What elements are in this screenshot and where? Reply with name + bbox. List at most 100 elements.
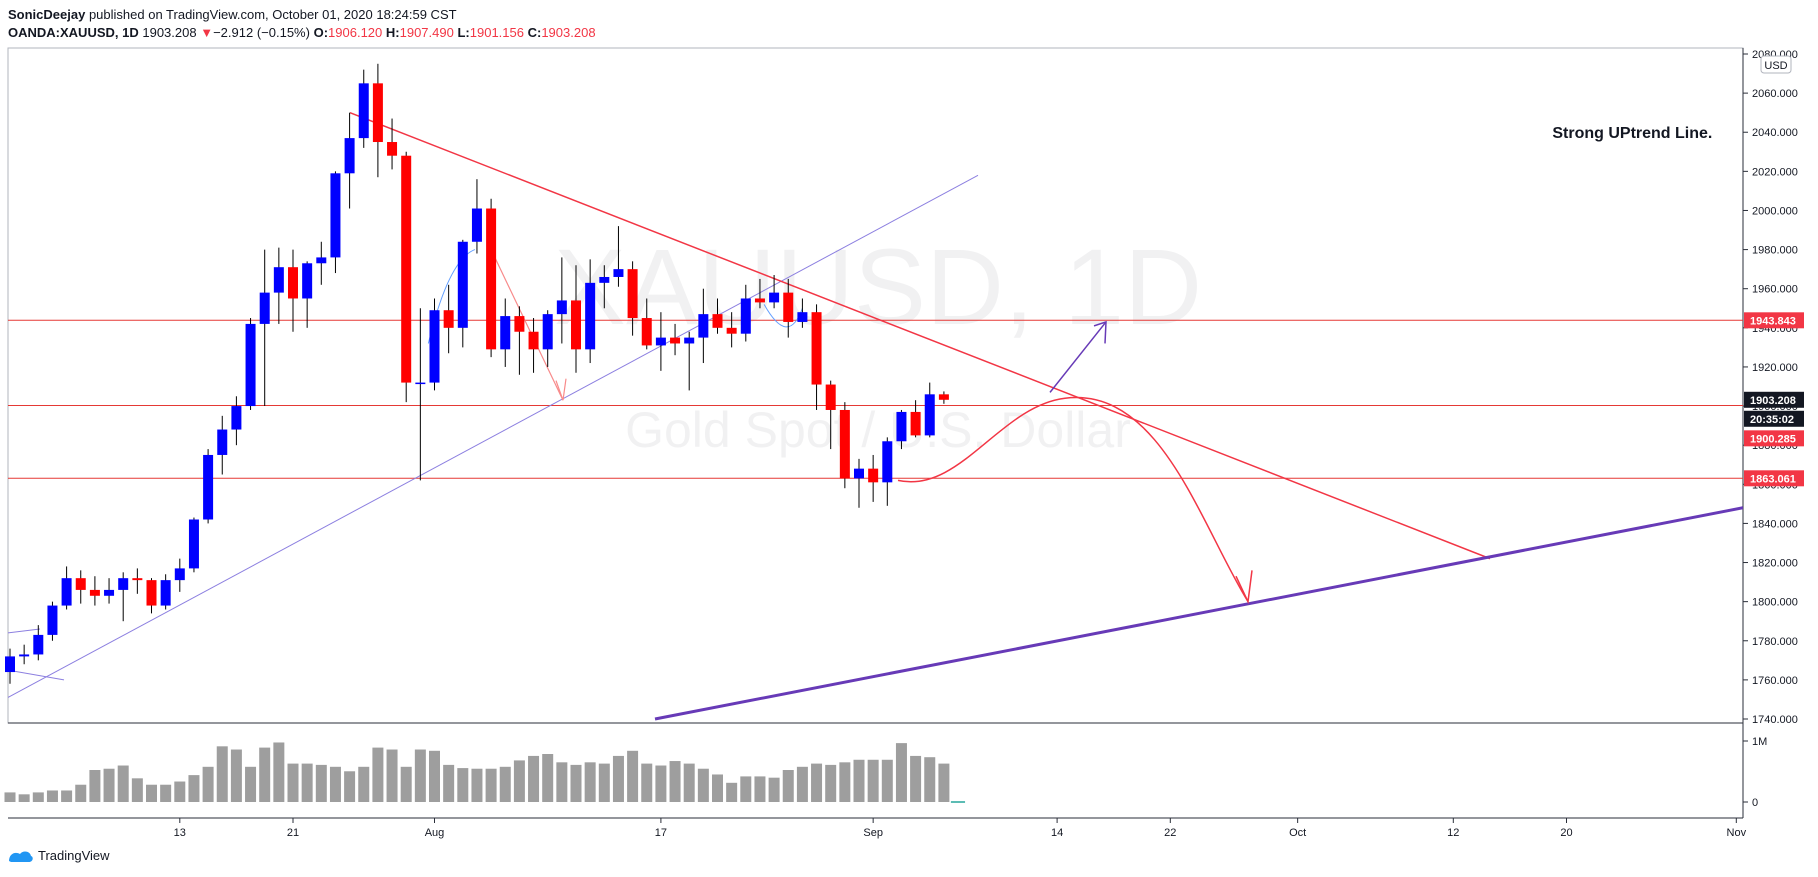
- candle-body: [5, 656, 15, 673]
- candle-body: [769, 292, 780, 303]
- main-pane-border: [7, 47, 1744, 724]
- volume-bar: [273, 742, 285, 802]
- volume-axis: 1M 0: [1743, 736, 1767, 809]
- candle-body: [882, 441, 893, 483]
- price-tick-label: 1840.000: [1752, 518, 1798, 530]
- volume-bar: [938, 763, 950, 802]
- watermark: XAUUSD, 1D Gold Spot / U.S. Dollar: [554, 226, 1202, 458]
- candle-body: [571, 300, 581, 350]
- candle-body: [783, 292, 794, 322]
- downtrend-line: [349, 111, 1491, 560]
- volume-bar: [174, 781, 186, 802]
- volume-bar: [910, 755, 922, 802]
- high-value: 1907.490: [399, 25, 454, 40]
- candle-body: [797, 312, 808, 322]
- candle-body: [471, 208, 482, 242]
- time-tick-label: Aug: [425, 827, 445, 839]
- candle-body: [839, 409, 850, 479]
- open-value: 1906.120: [328, 25, 383, 40]
- volume-bar: [924, 757, 936, 802]
- volume-bar: [641, 763, 653, 802]
- ohlc-line: OANDA:XAUUSD, 1D 1903.208 ▼−2.912 (−0.15…: [8, 24, 596, 42]
- candle-body: [132, 578, 143, 581]
- time-axis[interactable]: 13 21 Aug 17 Sep 14 22 Oct 12 20 Nov: [174, 818, 1747, 839]
- time-tick-label: 20: [1560, 827, 1572, 839]
- footer-brand[interactable]: TradingView: [38, 848, 110, 863]
- time-tick-label: 13: [174, 827, 186, 839]
- volume-bar: [61, 790, 73, 802]
- volume-bar: [344, 771, 356, 802]
- volume-bar: [75, 784, 87, 802]
- candle-body: [627, 269, 638, 319]
- volume-bar: [146, 784, 157, 802]
- close-label: C:: [527, 25, 542, 40]
- annotations: Strong UPtrend Line.Current Trend (Down)…: [1552, 125, 1712, 142]
- volume-bar: [683, 763, 695, 802]
- volume-bar: [443, 764, 455, 802]
- svg-text:USD: USD: [1764, 60, 1787, 72]
- symbol-label[interactable]: OANDA:XAUUSD, 1D: [8, 25, 139, 40]
- volume-tick-label: 1M: [1752, 736, 1767, 748]
- time-tick-label: Sep: [863, 827, 883, 839]
- candle-body: [316, 257, 327, 264]
- price-tick-label: 1820.000: [1752, 558, 1798, 570]
- candle-body: [599, 276, 610, 283]
- price-tag-label: 1903.208: [1750, 395, 1796, 407]
- volume-bar: [627, 750, 639, 802]
- candle-body: [486, 208, 497, 350]
- watermark-name: Gold Spot / U.S. Dollar: [625, 402, 1131, 458]
- volume-bar: [400, 766, 412, 802]
- time-tick-label: 21: [287, 827, 299, 839]
- time-tick-label: 12: [1447, 827, 1459, 839]
- pullback-arrow: [490, 249, 564, 401]
- price-tag-label: 1863.061: [1750, 473, 1796, 485]
- volume-bar: [881, 759, 893, 802]
- price-tags: 1903.208 20:35:02 1900.285 1943.843 1863.061: [1744, 312, 1804, 487]
- candle-body: [387, 142, 398, 156]
- candle-body: [75, 578, 86, 590]
- currency-badge[interactable]: USD: [1760, 55, 1792, 74]
- candle-body: [217, 429, 228, 455]
- price-tag-box: [1744, 430, 1804, 447]
- candle-body: [344, 138, 355, 174]
- candle-body: [712, 314, 723, 328]
- volume-bar: [712, 774, 723, 802]
- volume-bar: [853, 759, 865, 802]
- volume-bar: [839, 762, 851, 802]
- low-value: 1901.156: [469, 25, 524, 40]
- volume-bar: [230, 749, 242, 802]
- volume-bar: [584, 762, 596, 802]
- time-tick-label: Oct: [1289, 827, 1306, 839]
- candle-body: [47, 605, 58, 635]
- volume-bar: [103, 768, 115, 802]
- price-axis[interactable]: 1740.000 1760.000 1780.000 1800.000 1820.000…: [1743, 49, 1798, 726]
- volume-bar: [895, 743, 907, 802]
- candle-body: [203, 454, 214, 520]
- volume-bar: [513, 760, 525, 802]
- candle-body: [174, 568, 185, 581]
- candle-body: [104, 589, 115, 596]
- candle-body: [754, 298, 765, 303]
- breakout-arrow: [1049, 321, 1107, 393]
- candle-body: [556, 300, 567, 315]
- author-name[interactable]: SonicDeejay: [8, 7, 86, 22]
- price-tag-box: [1744, 312, 1804, 329]
- volume-bar: [754, 776, 766, 802]
- time-tick-label: 17: [655, 827, 667, 839]
- volume-bar: [259, 747, 271, 802]
- candle-body: [61, 578, 72, 606]
- volume-bar: [655, 765, 667, 802]
- candle-body: [443, 310, 454, 328]
- volume-bar: [301, 763, 313, 802]
- last-price: 1903.208: [142, 25, 197, 40]
- volume-bar: [811, 763, 823, 802]
- candle-body: [868, 468, 879, 483]
- low-label: L:: [457, 25, 470, 40]
- volume-bar: [131, 778, 143, 802]
- left-guide-line: [8, 628, 41, 634]
- candle-body: [146, 580, 157, 606]
- volume-bar: [740, 776, 752, 802]
- watermark-symbol: XAUUSD, 1D: [554, 226, 1202, 347]
- volume-bar: [542, 754, 554, 802]
